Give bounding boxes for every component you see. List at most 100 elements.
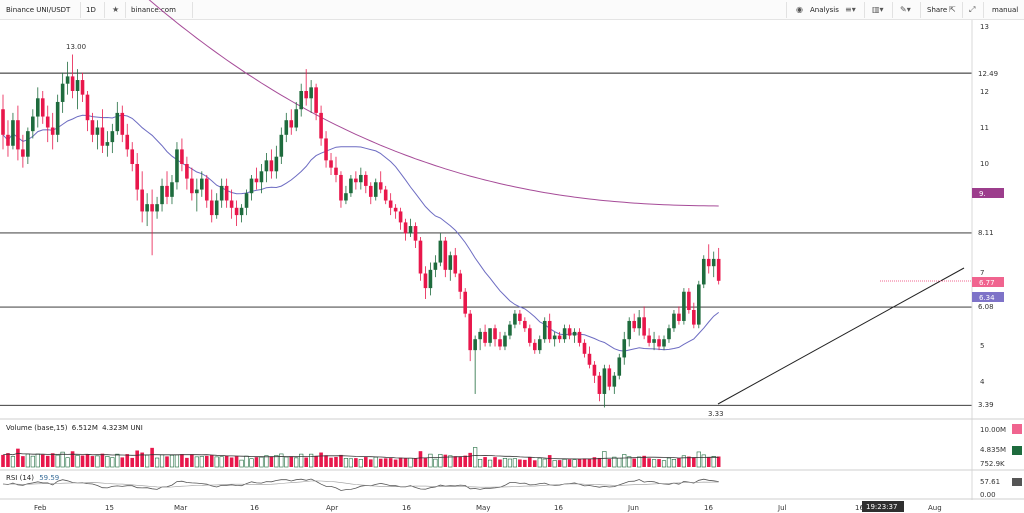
volume-axis-label: 752.9K (980, 460, 1005, 468)
share-button[interactable]: Share (927, 6, 948, 14)
volume-bar (487, 459, 493, 468)
candle-body (692, 310, 696, 325)
time-tick: 16 (855, 504, 864, 512)
candle-body (65, 76, 70, 84)
candle-body (309, 87, 313, 99)
volume-value: 6.512M (71, 424, 98, 432)
volume-bar (279, 453, 284, 468)
candle-body (557, 335, 562, 340)
price-axis[interactable]: 13 12 11 10 7 5 4 12.49 8.11 6.08 3.39 (978, 23, 998, 409)
volume-bar (180, 454, 184, 467)
time-tick: Jul (777, 504, 787, 512)
candle-body (532, 342, 537, 351)
pencil-icon[interactable]: ✎▾ (900, 5, 911, 14)
volume-bar (632, 458, 636, 467)
analysis-button[interactable]: Analysis (810, 6, 839, 14)
volume-moving-average-line (2, 452, 719, 460)
volume-bar (339, 454, 343, 467)
volume-bar (478, 459, 483, 468)
candle-body (423, 273, 428, 289)
volume-bar (229, 457, 234, 467)
time-axis[interactable]: Feb 15 Mar 16 Apr 16 May 16 Jun 16 Jul 1… (34, 504, 942, 512)
volume-unit: UNI (130, 424, 143, 432)
volume-bar (582, 458, 587, 467)
volume-bar (537, 457, 542, 468)
candle-body (383, 189, 388, 201)
trendline[interactable] (717, 267, 965, 405)
candle-body (269, 160, 274, 172)
candle-body (373, 182, 378, 197)
rsi-legend[interactable]: RSI (14) 59.59 (6, 474, 59, 482)
candle-body (45, 116, 50, 128)
volume-bar (711, 455, 716, 468)
level-label: 3.39 (978, 401, 994, 409)
candle-body (90, 120, 95, 135)
candle-body (329, 160, 333, 168)
symbol-label[interactable]: Binance UNI/USDT (6, 6, 71, 14)
support-resistance-lines[interactable] (0, 72, 972, 406)
site-label[interactable]: binance.com (131, 6, 176, 14)
candle-body (60, 83, 65, 102)
volume-bar (677, 458, 681, 467)
volume-bar (617, 457, 622, 468)
price-tick: 12 (980, 88, 989, 96)
volume-bar (364, 457, 368, 467)
volume-bar (324, 455, 328, 467)
volume-bar (348, 458, 354, 468)
volume-bar (50, 453, 55, 467)
volume-bar (671, 459, 677, 468)
candle-body (617, 357, 622, 376)
volume-bar (587, 458, 592, 467)
toolbar-divider (962, 2, 963, 18)
candle-body (612, 375, 617, 387)
candle-body (378, 182, 383, 190)
candle-body (478, 331, 482, 340)
volume-bar (572, 459, 577, 468)
volume-bar (154, 457, 160, 468)
fullscreen-icon[interactable]: ⤢ (969, 5, 976, 14)
candle-body (577, 331, 582, 343)
candle-body (647, 335, 651, 343)
volume-bar (334, 456, 338, 467)
volume-bar (518, 459, 522, 467)
volume-bar (25, 453, 30, 468)
candle-body (95, 127, 100, 135)
time-tick: 16 (704, 504, 713, 512)
star-icon[interactable]: ★ (112, 5, 120, 14)
volume-bar (105, 456, 110, 468)
eye-icon[interactable]: ◉ (796, 5, 803, 14)
volume-bar (498, 459, 502, 467)
share-external-icon[interactable]: ⇱ (949, 5, 956, 14)
candle-body (75, 80, 80, 91)
sliders-icon[interactable]: ≡▾ (845, 5, 856, 14)
candle-body (195, 189, 199, 194)
candle-body (706, 258, 711, 267)
volume-bar (612, 456, 617, 468)
volume-bar (687, 456, 691, 467)
candle-body (115, 112, 120, 132)
toolbar-divider (864, 2, 865, 18)
volume-bar (45, 455, 50, 467)
volume-bar (274, 455, 279, 468)
candle-body (110, 131, 115, 143)
volume-bar (528, 457, 532, 467)
chart-type-icon[interactable]: ▥▾ (872, 5, 884, 14)
candle-body (493, 328, 497, 340)
time-tick: Apr (326, 504, 338, 512)
candle-body (190, 178, 194, 194)
volume-bar (502, 458, 508, 468)
volume-legend[interactable]: Volume (base,15) 6.512M 4.323M UNI (6, 424, 143, 432)
interval-label[interactable]: 1D (86, 6, 96, 14)
candle-body (299, 91, 303, 110)
volume-bar (115, 453, 120, 468)
svg-text:9.: 9. (979, 190, 986, 198)
candle-body (368, 185, 373, 197)
candle-body (393, 207, 398, 212)
manual-mode-label[interactable]: manual (992, 6, 1019, 14)
volume-bar (70, 451, 75, 467)
candle-body (503, 335, 507, 347)
time-tick: May (476, 504, 490, 512)
volume-axis-label: 4.835M (980, 446, 1006, 454)
volume-bar (552, 460, 557, 468)
